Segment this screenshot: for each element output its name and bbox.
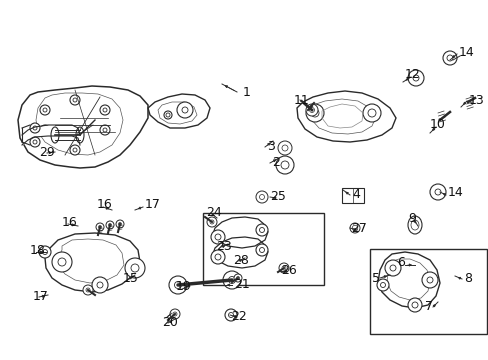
Text: 21: 21	[234, 278, 249, 291]
Circle shape	[279, 263, 288, 273]
Text: 17: 17	[33, 289, 49, 302]
Circle shape	[163, 111, 172, 119]
Circle shape	[177, 102, 193, 118]
Text: 2: 2	[271, 157, 279, 170]
Text: 14: 14	[447, 186, 463, 199]
Circle shape	[407, 298, 421, 312]
Bar	[369, 249, 486, 334]
Text: 14: 14	[458, 45, 474, 58]
Circle shape	[100, 105, 110, 115]
Circle shape	[256, 244, 267, 256]
Circle shape	[278, 141, 291, 155]
Text: 13: 13	[468, 94, 484, 107]
Circle shape	[223, 271, 241, 289]
Circle shape	[349, 223, 359, 233]
Circle shape	[106, 221, 114, 229]
Circle shape	[40, 105, 50, 115]
Circle shape	[125, 258, 145, 278]
Text: 17: 17	[145, 198, 161, 211]
Circle shape	[210, 230, 224, 244]
Text: 26: 26	[281, 264, 296, 276]
Circle shape	[376, 279, 388, 291]
Text: 9: 9	[407, 211, 415, 225]
Ellipse shape	[51, 127, 59, 143]
Text: 19: 19	[176, 280, 191, 293]
Circle shape	[83, 285, 93, 295]
Bar	[341, 188, 363, 203]
Circle shape	[234, 274, 242, 282]
Circle shape	[206, 217, 217, 227]
Circle shape	[256, 191, 267, 203]
Text: 3: 3	[266, 140, 274, 153]
Text: 11: 11	[293, 94, 309, 107]
Circle shape	[169, 276, 186, 294]
Circle shape	[210, 250, 224, 264]
Text: 15: 15	[123, 271, 139, 284]
Text: 25: 25	[269, 189, 285, 202]
Text: 27: 27	[350, 221, 366, 234]
Text: 6: 6	[396, 256, 404, 270]
Circle shape	[256, 224, 267, 236]
Circle shape	[275, 156, 293, 174]
Circle shape	[116, 220, 124, 228]
Circle shape	[442, 51, 456, 65]
Bar	[203, 213, 324, 285]
Circle shape	[30, 123, 40, 133]
Circle shape	[224, 309, 237, 321]
Text: 29: 29	[39, 145, 55, 158]
Text: 18: 18	[30, 243, 46, 256]
Circle shape	[96, 223, 104, 231]
Ellipse shape	[76, 127, 84, 143]
Circle shape	[170, 309, 180, 319]
Circle shape	[39, 246, 51, 258]
Text: 20: 20	[162, 315, 178, 328]
Text: 7: 7	[424, 300, 432, 312]
Circle shape	[40, 125, 50, 135]
Text: 23: 23	[216, 239, 231, 252]
Circle shape	[305, 104, 317, 116]
Text: 16: 16	[62, 216, 78, 229]
Circle shape	[421, 272, 437, 288]
Circle shape	[30, 137, 40, 147]
Text: 8: 8	[463, 271, 471, 284]
Circle shape	[429, 184, 445, 200]
Text: 28: 28	[232, 253, 248, 266]
Circle shape	[362, 104, 380, 122]
Text: 10: 10	[429, 118, 445, 131]
Text: 1: 1	[243, 85, 250, 99]
Circle shape	[384, 260, 400, 276]
Text: 12: 12	[404, 68, 420, 81]
Text: 5: 5	[371, 271, 379, 284]
Circle shape	[305, 104, 324, 122]
Circle shape	[70, 145, 80, 155]
Circle shape	[407, 70, 423, 86]
Circle shape	[52, 252, 72, 272]
Text: 4: 4	[351, 189, 359, 202]
Circle shape	[92, 277, 108, 293]
Circle shape	[70, 95, 80, 105]
Text: 24: 24	[205, 206, 221, 219]
Ellipse shape	[407, 216, 421, 234]
Text: 22: 22	[230, 310, 246, 323]
Text: 16: 16	[97, 198, 113, 211]
Circle shape	[100, 125, 110, 135]
